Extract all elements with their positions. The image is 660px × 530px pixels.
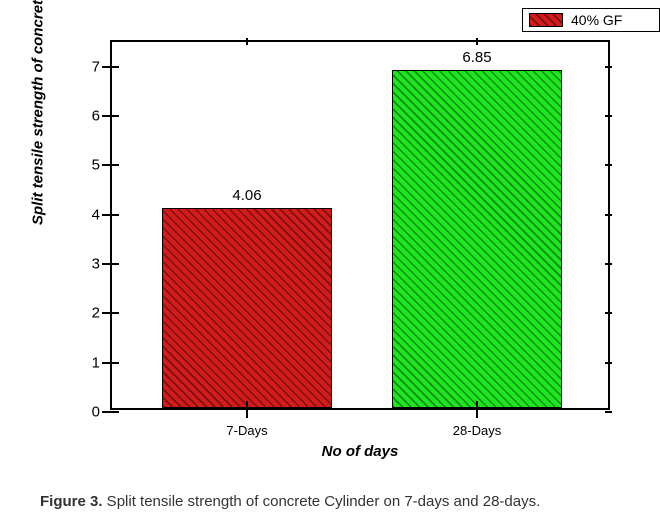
- y-tick: [605, 362, 612, 364]
- y-tick: [605, 263, 612, 265]
- x-tick-label: 7-Days: [226, 423, 267, 438]
- caption-prefix: Figure 3.: [40, 493, 103, 510]
- y-tick: [102, 115, 112, 117]
- y-tick: [112, 362, 119, 364]
- y-axis-title: Split tensile strength of concrete (N/mm…: [30, 0, 47, 225]
- y-tick: [102, 263, 112, 265]
- y-tick: [112, 115, 119, 117]
- legend-swatch: [529, 13, 563, 27]
- y-tick: [605, 411, 612, 413]
- bar: 4.06: [162, 208, 332, 408]
- y-tick: [102, 362, 112, 364]
- bar-value-label: 4.06: [163, 187, 331, 204]
- y-tick: [112, 411, 119, 413]
- y-tick: [605, 66, 612, 68]
- x-axis-title: No of days: [110, 443, 610, 460]
- figure-caption: Figure 3. Split tensile strength of conc…: [40, 493, 540, 510]
- y-tick-label: 1: [76, 354, 100, 371]
- x-tick: [476, 408, 478, 418]
- plot-area: 012345674.067-Days6.8528-Days: [110, 40, 610, 410]
- y-tick: [605, 164, 612, 166]
- y-tick-label: 2: [76, 305, 100, 322]
- y-tick: [112, 66, 119, 68]
- y-tick: [112, 263, 119, 265]
- y-tick-label: 7: [76, 58, 100, 75]
- y-tick-label: 0: [76, 404, 100, 421]
- x-tick: [476, 38, 478, 45]
- x-tick: [476, 401, 478, 408]
- y-tick-label: 5: [76, 157, 100, 174]
- y-tick-label: 6: [76, 108, 100, 125]
- y-tick: [102, 66, 112, 68]
- y-tick: [605, 214, 612, 216]
- y-tick: [112, 312, 119, 314]
- x-tick: [246, 408, 248, 418]
- y-tick: [605, 115, 612, 117]
- y-tick: [112, 164, 119, 166]
- x-tick: [246, 401, 248, 408]
- y-tick: [102, 411, 112, 413]
- bar-chart: Split tensile strength of concrete (N/mm…: [30, 30, 630, 460]
- caption-text: Split tensile strength of concrete Cylin…: [103, 493, 541, 510]
- y-tick-label: 4: [76, 206, 100, 223]
- y-tick: [102, 312, 112, 314]
- y-tick-label: 3: [76, 256, 100, 273]
- y-tick: [605, 312, 612, 314]
- y-tick: [102, 164, 112, 166]
- y-tick: [102, 214, 112, 216]
- x-tick-label: 28-Days: [453, 423, 501, 438]
- legend-label: 40% GF: [571, 12, 622, 28]
- x-tick: [246, 38, 248, 45]
- legend: 40% GF: [522, 8, 660, 32]
- bar-value-label: 6.85: [393, 49, 561, 66]
- bar: 6.85: [392, 70, 562, 408]
- y-tick: [112, 214, 119, 216]
